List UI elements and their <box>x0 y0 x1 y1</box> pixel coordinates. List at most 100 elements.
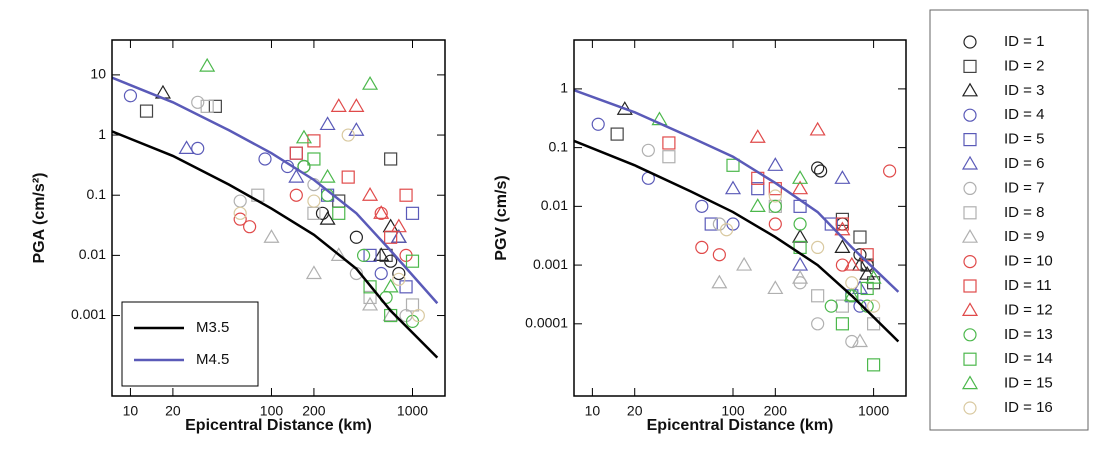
legend-marker <box>963 401 977 415</box>
y-tick-label: 10 <box>90 66 106 82</box>
data-point <box>724 180 742 195</box>
data-point <box>853 230 867 244</box>
data-point <box>289 146 303 160</box>
legend-label: ID = 3 <box>1004 82 1044 99</box>
legend-label: ID = 8 <box>1004 204 1044 221</box>
legend-label: ID = 1 <box>1004 33 1044 50</box>
data-point <box>792 180 809 195</box>
data-point <box>591 117 605 131</box>
data-point <box>295 129 313 144</box>
legend-marker <box>963 279 977 293</box>
data-point <box>233 194 247 208</box>
data-point <box>363 280 377 294</box>
data-point <box>374 266 388 281</box>
legend-marker <box>963 181 977 195</box>
legend-label: ID = 16 <box>1004 399 1053 416</box>
data-point <box>307 134 321 148</box>
data-point <box>859 265 876 280</box>
data-point <box>289 188 303 202</box>
data-point <box>305 265 322 280</box>
x-axis-label: Epicentral Distance (km) <box>647 417 834 434</box>
data-point <box>712 248 726 262</box>
data-point <box>123 89 138 103</box>
y-tick-label: 0.0001 <box>525 315 568 331</box>
data-point <box>263 229 280 243</box>
legend-marker <box>963 108 977 122</box>
data-point <box>392 266 406 281</box>
y-tick-label: 0.1 <box>87 186 107 202</box>
y-axis-label: PGA (cm/s²) <box>31 173 48 264</box>
y-tick-label: 1 <box>98 126 106 142</box>
legend-marker <box>961 82 979 97</box>
data-point <box>824 217 838 231</box>
data-point <box>883 164 897 178</box>
data-point <box>307 152 321 166</box>
data-point <box>853 299 867 313</box>
y-tick-label: 0.01 <box>79 246 106 262</box>
data-point <box>792 228 809 243</box>
data-point <box>811 289 825 303</box>
data-point <box>191 141 205 155</box>
data-point <box>704 217 718 231</box>
legend-marker <box>961 229 979 243</box>
fit-line <box>574 89 900 293</box>
data-point <box>348 98 365 112</box>
data-point <box>811 161 825 175</box>
data-point <box>405 254 420 268</box>
legend-label: ID = 10 <box>1004 253 1053 270</box>
data-point <box>845 276 859 290</box>
legend-label: ID = 7 <box>1004 179 1044 196</box>
data-point <box>233 206 247 220</box>
data-point <box>834 239 851 254</box>
data-point <box>719 223 734 237</box>
data-point <box>768 199 782 213</box>
y-tick-label: 0.001 <box>533 256 568 272</box>
axes-frame <box>573 39 907 397</box>
data-point <box>610 127 624 141</box>
legend-marker <box>963 133 977 147</box>
data-point <box>307 194 321 208</box>
data-point <box>362 187 379 201</box>
data-point <box>382 278 399 293</box>
data-point <box>191 95 205 109</box>
data-point <box>399 188 413 202</box>
data-point <box>851 280 869 295</box>
data-point <box>792 256 809 271</box>
data-point <box>835 299 850 313</box>
data-point <box>811 317 825 331</box>
legend-label: ID = 2 <box>1004 57 1044 74</box>
data-point <box>373 247 390 261</box>
fit-line <box>112 76 439 305</box>
data-point <box>695 240 709 255</box>
data-point <box>341 170 355 184</box>
plot-area <box>574 89 900 372</box>
legend-box <box>121 301 259 387</box>
data-point <box>835 217 850 231</box>
data-point <box>356 248 371 262</box>
x-tick-label: 1000 <box>397 403 428 419</box>
data-point <box>860 258 874 272</box>
data-point <box>834 221 851 236</box>
legend-label: M4.5 <box>196 351 229 368</box>
x-tick-label: 1000 <box>858 403 889 419</box>
legend-label: ID = 13 <box>1004 326 1053 343</box>
data-point <box>843 256 860 271</box>
data-point <box>814 164 828 178</box>
data-point <box>851 256 869 271</box>
data-point <box>208 99 222 113</box>
data-point <box>362 76 379 90</box>
legend-label: ID = 6 <box>1004 155 1044 172</box>
legend-label: ID = 15 <box>1004 375 1053 392</box>
plot-area <box>112 57 439 359</box>
y-tick-label: 1 <box>560 80 568 96</box>
legend-marker <box>963 255 977 269</box>
data-point <box>373 205 390 219</box>
data-point <box>835 217 850 231</box>
data-point <box>319 116 336 131</box>
data-point <box>792 170 809 184</box>
fit-line <box>574 139 900 343</box>
data-point <box>349 230 363 244</box>
data-point <box>330 98 347 112</box>
legend-marker <box>961 155 979 170</box>
data-point <box>835 258 850 272</box>
